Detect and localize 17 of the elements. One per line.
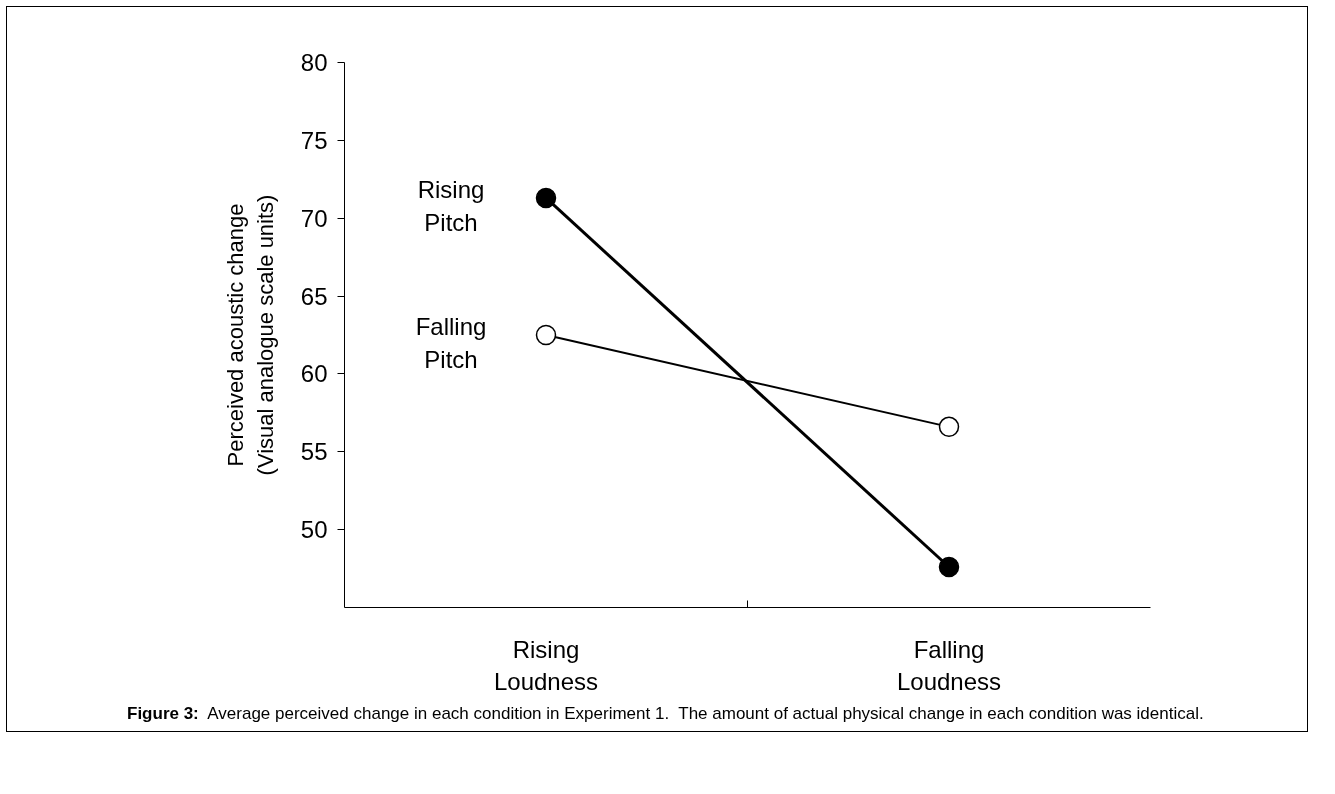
x-tick-label: Falling Loudness [896, 635, 1002, 695]
y-tick-label: 65 [300, 282, 328, 310]
y-tick-label: 60 [300, 360, 328, 388]
caption: Figure 3: Average perceived change in each condition in Experiment 1. The amount of actual physical change in each condition was identical. [127, 703, 1204, 725]
text: Falling Pitch [415, 313, 487, 373]
text: Rising Pitch [417, 176, 485, 236]
x-tick-label: Rising Loudness [493, 635, 599, 695]
y-tick-label: 55 [300, 438, 328, 466]
y-tick-label: 80 [300, 49, 328, 76]
y-axis-title: Perceived acoustic change (Visual analogue scale units) [222, 194, 278, 476]
y-tick-label: 70 [300, 204, 328, 232]
point [938, 416, 960, 438]
y-tick-label: 75 [300, 126, 328, 154]
y-tick-label: 50 [300, 516, 328, 544]
point [535, 187, 557, 209]
point [938, 556, 960, 578]
point [535, 324, 557, 346]
